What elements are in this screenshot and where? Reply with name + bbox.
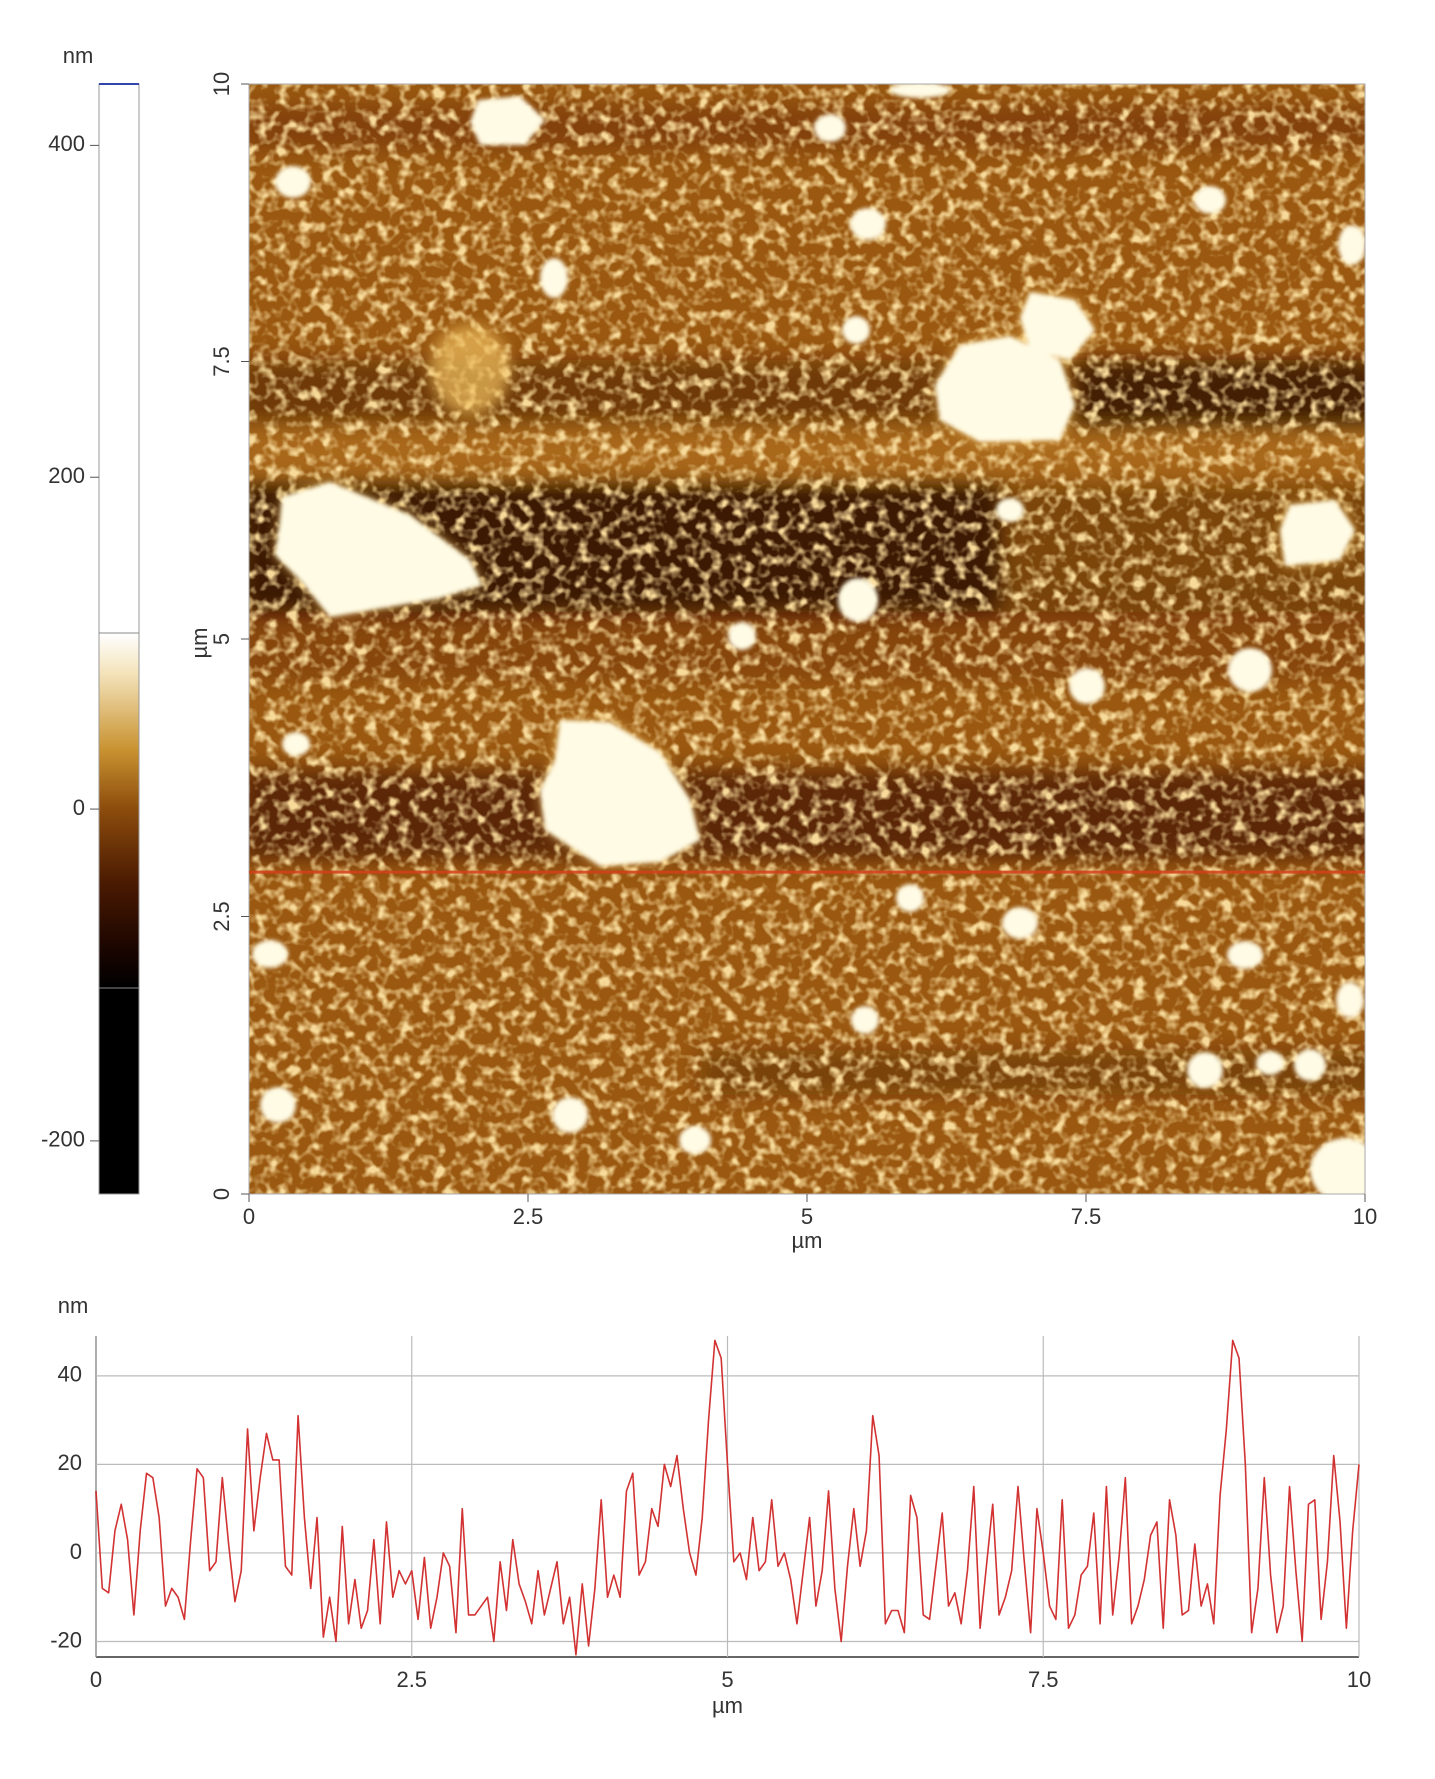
- particle: [252, 940, 288, 968]
- x-tick-label: 5: [801, 1204, 813, 1229]
- particle: [935, 336, 1075, 442]
- x-tick-label: 0: [243, 1204, 255, 1229]
- particle: [552, 1097, 588, 1133]
- particle: [679, 1126, 711, 1154]
- particle: [728, 622, 756, 650]
- particle: [1338, 225, 1365, 265]
- particles: [252, 84, 1365, 1194]
- particle: [814, 114, 846, 142]
- particle: [996, 498, 1024, 522]
- particle: [842, 316, 870, 344]
- particle: [470, 96, 545, 145]
- x-axis-label: µm: [712, 1693, 743, 1718]
- particle: [1020, 292, 1095, 360]
- y-tick-label: 20: [58, 1450, 82, 1475]
- y-tick-label: -20: [50, 1627, 82, 1652]
- particle: [260, 1087, 296, 1123]
- particle: [275, 482, 482, 617]
- particle: [1310, 1138, 1365, 1194]
- y-tick-label: 0: [209, 1188, 234, 1200]
- particle: [1227, 941, 1263, 969]
- particle: [851, 1006, 879, 1034]
- particle: [540, 720, 700, 866]
- particle: [282, 732, 310, 756]
- particle: [1280, 500, 1355, 566]
- x-tick-label: 0: [90, 1667, 102, 1692]
- particle: [1002, 907, 1038, 939]
- profile-line: [95, 1339, 1360, 1656]
- y-tick-label: 2.5: [209, 901, 234, 932]
- afm-image: [249, 84, 1365, 1194]
- particle: [1194, 186, 1226, 214]
- x-tick-label: 5: [721, 1667, 733, 1692]
- particle: [1294, 1049, 1326, 1081]
- y-tick-label: 5: [209, 633, 234, 645]
- particle: [1069, 668, 1105, 704]
- x-tick-label: 2.5: [396, 1667, 427, 1692]
- y-axis-label: µm: [187, 627, 212, 658]
- x-tick-label: 10: [1353, 1204, 1377, 1229]
- particle: [1256, 1051, 1284, 1075]
- particle-halo: [430, 325, 510, 415]
- y-axis-label: nm: [58, 1293, 89, 1318]
- x-axis-label: µm: [791, 1228, 822, 1253]
- particle: [896, 884, 924, 912]
- colorbar-unit: nm: [63, 43, 94, 68]
- particle: [1187, 1052, 1223, 1088]
- colorbar-gradient: [98, 83, 140, 1195]
- particle: [275, 166, 311, 198]
- y-tick-label: -200: [41, 1127, 85, 1152]
- surface-grain: [249, 84, 1365, 1194]
- x-tick-label: 2.5: [513, 1204, 544, 1229]
- y-tick-label: 400: [48, 131, 85, 156]
- y-tick-label: 0: [73, 795, 85, 820]
- particle: [890, 84, 950, 98]
- particle: [1336, 982, 1364, 1018]
- x-tick-label: 7.5: [1028, 1667, 1059, 1692]
- y-tick-label: 7.5: [209, 346, 234, 377]
- x-tick-label: 10: [1347, 1667, 1371, 1692]
- particle: [540, 258, 568, 298]
- y-tick-label: 200: [48, 463, 85, 488]
- particle: [850, 208, 886, 240]
- y-tick-label: 0: [70, 1539, 82, 1564]
- y-tick-label: 10: [209, 72, 234, 96]
- y-tick-label: 40: [58, 1362, 82, 1387]
- particle: [838, 578, 878, 622]
- x-tick-label: 7.5: [1071, 1204, 1102, 1229]
- particle: [1228, 648, 1272, 692]
